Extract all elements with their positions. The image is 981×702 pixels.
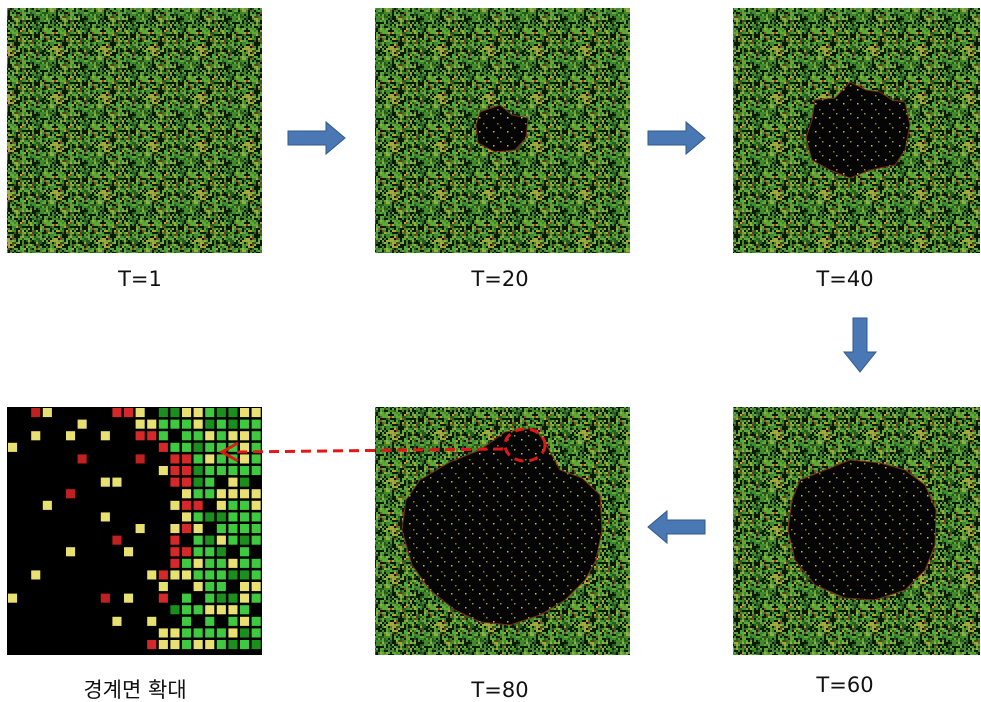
panel-zoom xyxy=(7,407,262,655)
zoom-indicator xyxy=(218,427,547,463)
panel-label: T=80 xyxy=(470,678,528,702)
panel-t1 xyxy=(7,8,262,253)
arrows xyxy=(287,120,878,545)
panel-t20 xyxy=(375,8,630,253)
panel-label: T=60 xyxy=(815,673,873,697)
panel-t40 xyxy=(733,8,980,253)
panel-label: 경계면 확대 xyxy=(83,678,186,702)
panel-t80 xyxy=(375,407,630,655)
panel-label: T=20 xyxy=(470,267,528,291)
panel-label: T=40 xyxy=(815,267,873,291)
panel-t60 xyxy=(733,407,980,655)
panel-label: T=1 xyxy=(117,267,162,291)
